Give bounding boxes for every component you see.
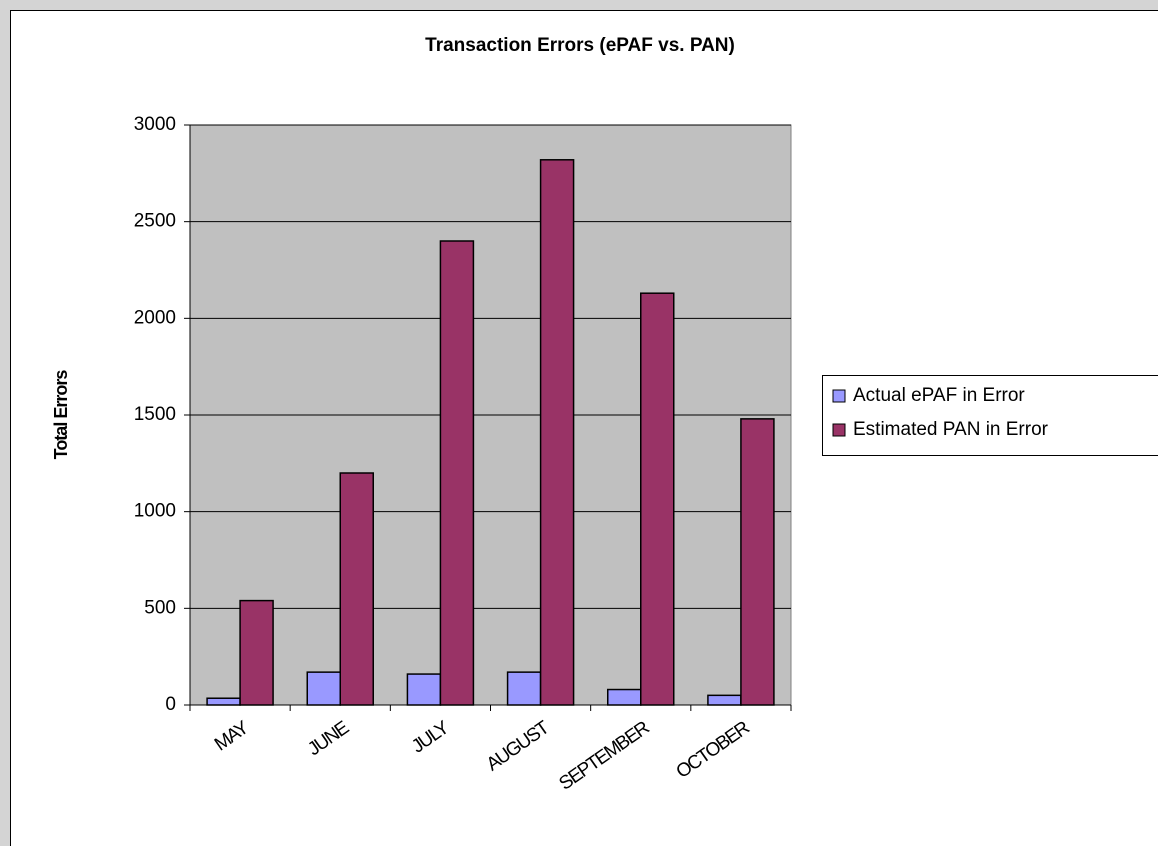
legend [822, 375, 1158, 456]
legend-swatch [832, 389, 846, 403]
bar [506, 671, 542, 706]
legend-label: Actual ePAF in Error [853, 385, 1025, 406]
y-axis-title: Total Errors [51, 370, 71, 460]
bar [339, 472, 374, 706]
y-tick-label: 0 [165, 694, 176, 715]
y-tick-label: 2500 [134, 211, 176, 232]
bar [439, 240, 475, 706]
legend-swatch [832, 423, 846, 437]
bar [707, 694, 742, 706]
bar [406, 673, 442, 706]
y-tick-label: 500 [144, 597, 176, 618]
y-tick-label: 3000 [134, 114, 176, 135]
bar [640, 292, 675, 706]
y-tick-label: 2000 [134, 307, 176, 328]
chart-title: Transaction Errors (ePAF vs. PAN) [425, 35, 735, 56]
bar [740, 418, 775, 706]
legend-label: Estimated PAN in Error [853, 419, 1049, 440]
bar [607, 688, 642, 706]
bar [239, 599, 274, 706]
y-tick-label: 1000 [134, 501, 176, 522]
bar [206, 697, 241, 706]
bar [539, 159, 575, 706]
bar [306, 671, 341, 706]
y-tick-label: 1500 [134, 404, 176, 425]
